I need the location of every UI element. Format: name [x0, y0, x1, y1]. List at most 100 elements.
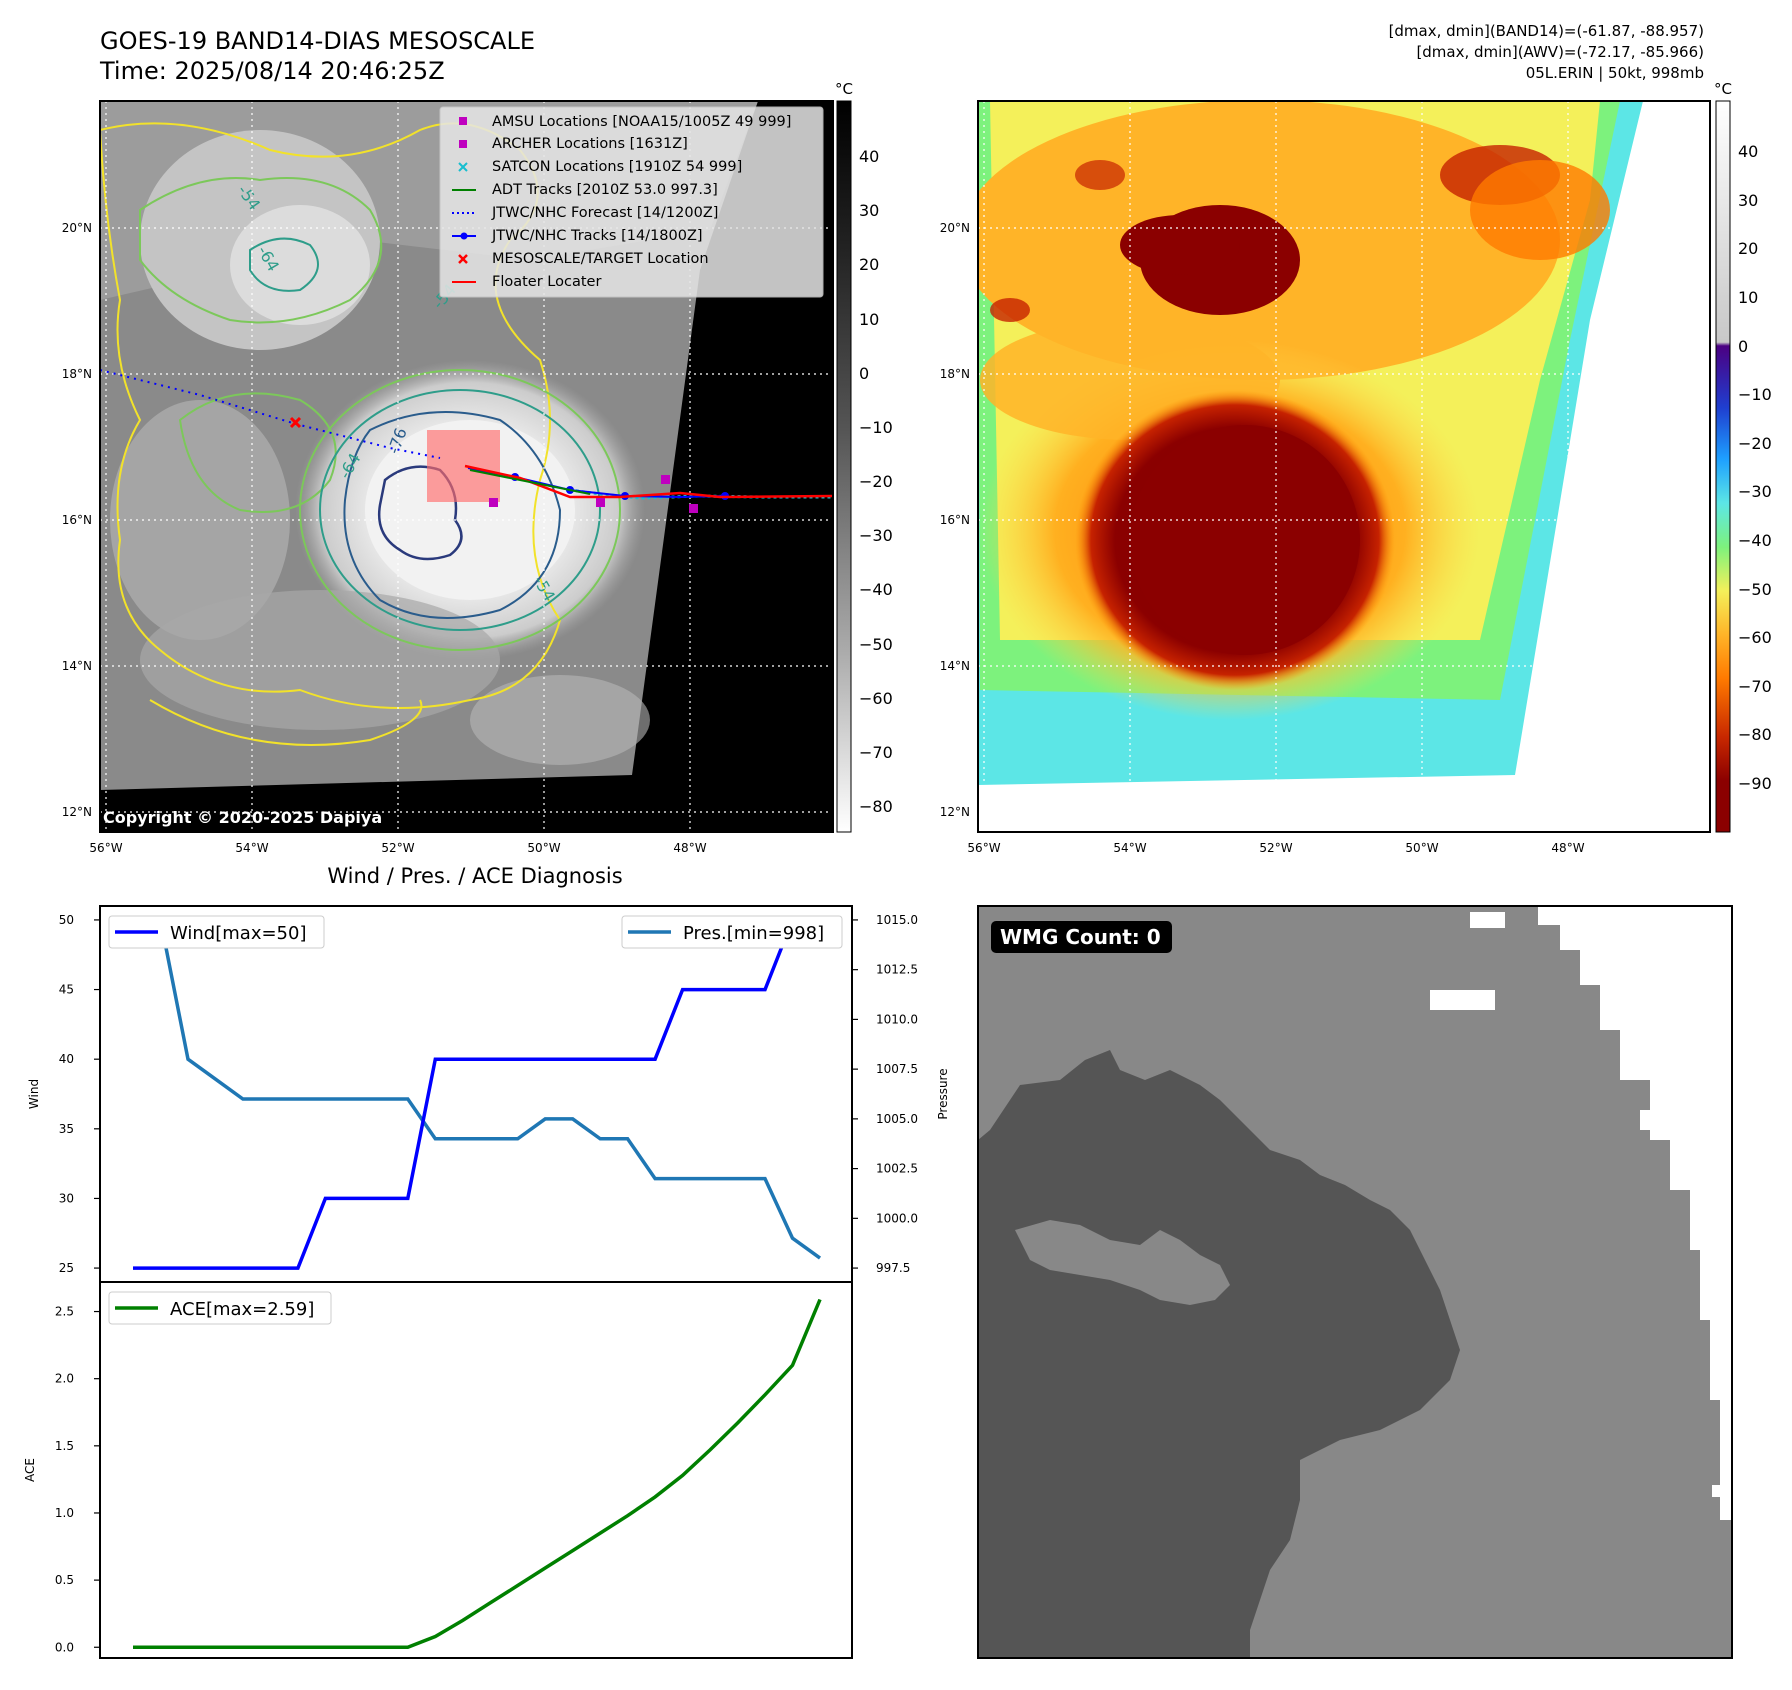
axis-tick-label: 1002.5 [876, 1162, 918, 1176]
colorbar-tick: −40 [1738, 531, 1772, 550]
wmg-count-label: WMG Count: 0 [1000, 925, 1161, 949]
colorbar-tick: −60 [1738, 628, 1772, 647]
legend-target: MESOSCALE/TARGET Location [492, 251, 709, 267]
colorbar-tick: −90 [1738, 774, 1772, 793]
wind-ticks: 25 30 35 40 45 50 [59, 913, 100, 1275]
lat-label: 16°N [940, 513, 970, 527]
axis-tick-label: 45 [59, 983, 74, 997]
awv-image [978, 101, 1710, 832]
lat-label: 18°N [940, 367, 970, 381]
axis-tick-label: 50 [59, 913, 74, 927]
colorbar-tick: −50 [1738, 580, 1772, 599]
colorbar-tick: 20 [859, 255, 879, 274]
figure-title: GOES-19 BAND14-DIAS MESOSCALE [100, 27, 536, 55]
legend-tracks: JTWC/NHC Tracks [14/1800Z] [491, 228, 703, 244]
colorbar-tick: −20 [1738, 434, 1772, 453]
floater-box [427, 430, 500, 502]
axis-tick-label: 1005.0 [876, 1112, 918, 1126]
legend-satcon: SATCON Locations [1910Z 54 999] [492, 159, 742, 175]
ace-legend: ACE[max=2.59] [108, 1291, 332, 1325]
legend-floater: Floater Locater [492, 274, 601, 290]
colorbar-ticks: 40 30 20 10 0 −10 −20 −30 −40 −50 −60 −7… [859, 147, 893, 816]
colorbar-tick: −60 [859, 689, 893, 708]
figure-time: Time: 2025/08/14 20:46:25Z [100, 57, 445, 85]
lon-label: 56°W [89, 841, 122, 855]
ir-map-panel: -54 -64 -76 -54 -64 -54 [62, 80, 893, 855]
floater-locater-line [464, 464, 833, 499]
target-marker [289, 416, 302, 429]
axis-tick-label: 1007.5 [876, 1062, 918, 1076]
pressure-axis-label: Pressure [936, 1068, 950, 1119]
axis-tick-label: 25 [59, 1261, 74, 1275]
pressure-legend-label: Pres.[min=998] [683, 923, 824, 944]
colorbar-tick: −20 [859, 472, 893, 491]
wmg-count-badge [991, 921, 1172, 953]
ir-lon-labels: 56°W 54°W 52°W 50°W 48°W [89, 841, 706, 855]
axis-tick-label: 0.0 [55, 1640, 74, 1654]
colorbar-tick: 30 [859, 201, 879, 220]
colorbar-tick: −70 [859, 743, 893, 762]
legend-satcon-marker [458, 162, 468, 172]
lat-label: 14°N [62, 659, 92, 673]
colorbar-unit: °C [835, 80, 853, 98]
axis-tick-label: 997.5 [876, 1261, 910, 1275]
colorbar-tick: −30 [1738, 482, 1772, 501]
colorbar-tick: −10 [859, 418, 893, 437]
colorbar-tick: 30 [1738, 191, 1758, 210]
pressure-legend: Pres.[min=998] [621, 915, 843, 949]
wind-series-line [133, 918, 820, 1270]
lon-label: 50°W [1405, 841, 1438, 855]
lat-label: 20°N [940, 221, 970, 235]
ir-colorbar: °C 40 30 20 10 0 −10 −20 −30 −40 −50 −60… [835, 80, 893, 833]
lon-label: 54°W [1113, 841, 1146, 855]
pressure-series-line [133, 918, 822, 1260]
colorbar-tick: 20 [1738, 239, 1758, 258]
axis-tick-label: 1012.5 [876, 963, 918, 977]
ir-legend: AMSU Locations [NOAA15/1005Z 49 999] ARC… [439, 106, 824, 298]
colorbar-tick: −40 [859, 580, 893, 599]
copyright-label: Copyright © 2020-2025 Dapiya [103, 808, 382, 827]
axis-tick-label: 2.0 [55, 1372, 74, 1386]
ir-lat-labels: 20°N 18°N 16°N 14°N 12°N [62, 221, 92, 819]
axis-tick-label: 1.5 [55, 1439, 74, 1453]
awv-lon-labels: 56°W 54°W 52°W 50°W 48°W [967, 841, 1584, 855]
axis-tick-label: 1010.0 [876, 1012, 918, 1026]
wmg-image [978, 906, 1732, 1658]
axis-tick-label: 2.5 [55, 1305, 74, 1319]
lat-label: 12°N [62, 805, 92, 819]
info-band14-range: [dmax, dmin](BAND14)=(-61.87, -88.957) [1388, 22, 1704, 40]
axis-tick-label: 1015.0 [876, 913, 918, 927]
colorbar-tick: −80 [859, 797, 893, 816]
axis-tick-label: 30 [59, 1191, 74, 1205]
lat-label: 12°N [940, 805, 970, 819]
lon-label: 56°W [967, 841, 1000, 855]
awv-gridlines [978, 101, 1710, 832]
legend-amsu-marker [459, 117, 467, 125]
contours [100, 122, 621, 746]
archer-marker [489, 498, 498, 507]
awv-lat-labels: 20°N 18°N 16°N 14°N 12°N [940, 221, 970, 819]
lon-label: 50°W [527, 841, 560, 855]
legend-archer: ARCHER Locations [1631Z] [492, 136, 688, 152]
ace-axis-label: ACE [23, 1458, 37, 1482]
legend-forecast: JTWC/NHC Forecast [14/1200Z] [491, 205, 718, 221]
axis-tick-label: 1.0 [55, 1506, 74, 1520]
axis-tick-label: 1000.0 [876, 1211, 918, 1225]
wmg-panel: WMG Count: 0 [977, 905, 1733, 1659]
lon-label: 52°W [381, 841, 414, 855]
colorbar-tick: 10 [1738, 288, 1758, 307]
info-awv-range: [dmax, dmin](AWV)=(-72.17, -85.966) [1416, 43, 1704, 61]
axis-tick-label: 0.5 [55, 1573, 74, 1587]
colorbar-tick: −30 [859, 526, 893, 545]
axis-tick-label: 40 [59, 1052, 74, 1066]
colorbar-ticks: 40 30 20 10 0 −10 −20 −30 −40 −50 −60 −7… [1738, 142, 1772, 793]
awv-colorbar: °C 40 30 20 10 0 −10 −20 −30 −40 −50 −60… [1714, 80, 1772, 833]
legend-archer-marker [459, 140, 467, 148]
colorbar-tick: 0 [859, 364, 869, 383]
wind-legend-label: Wind[max=50] [170, 923, 307, 944]
ace-series-line [133, 1298, 822, 1650]
ace-legend-label: ACE[max=2.59] [170, 1299, 314, 1320]
colorbar-tick: 40 [859, 147, 879, 166]
lat-label: 16°N [62, 513, 92, 527]
